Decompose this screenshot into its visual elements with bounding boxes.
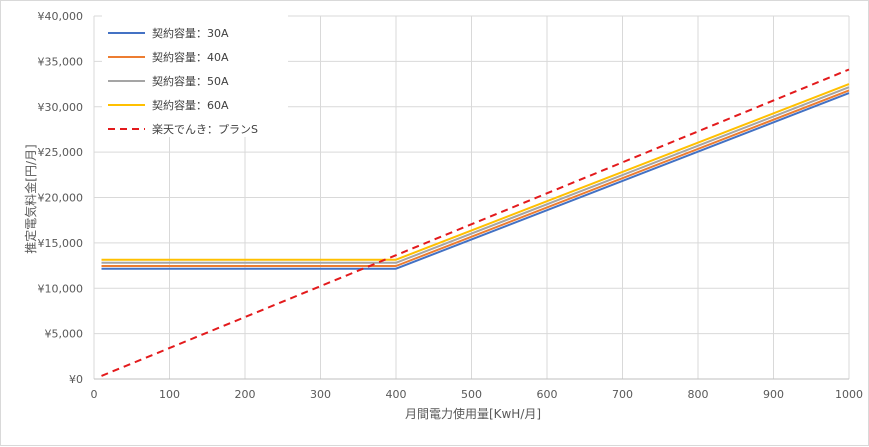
legend-background: [102, 15, 288, 137]
y-tick-label: ¥10,000: [38, 282, 84, 295]
legend: 契約容量：30A 契約容量：40A 契約容量：50A 契約容量：60A 楽天でんき：プラ…: [102, 15, 288, 137]
x-tick-label: 300: [310, 388, 331, 401]
y-axis-ticks: ¥0 ¥5,000 ¥10,000 ¥15,000 ¥20,000 ¥25,000 ¥30,…: [38, 10, 84, 386]
legend-label: 契約容量：50A: [152, 74, 229, 88]
x-tick-label: 500: [461, 388, 482, 401]
x-tick-label: 200: [235, 388, 256, 401]
x-tick-label: 1000: [835, 388, 863, 401]
series-line: [101, 83, 850, 261]
series-line: [101, 68, 850, 377]
y-tick-label: ¥35,000: [38, 55, 84, 68]
series-line: [101, 92, 850, 270]
x-tick-label: 700: [612, 388, 633, 401]
y-tick-label: ¥40,000: [38, 10, 84, 23]
y-axis-title: 推定電気料金[円/月]: [23, 144, 38, 253]
legend-label: 契約容量：60A: [152, 98, 229, 112]
y-tick-label: ¥20,000: [38, 192, 84, 205]
y-tick-label: ¥30,000: [38, 101, 84, 114]
y-tick-label: ¥0: [69, 373, 83, 386]
x-tick-label: 600: [537, 388, 558, 401]
x-tick-label: 400: [386, 388, 407, 401]
x-tick-label: 100: [159, 388, 180, 401]
x-axis-ticks: 0 100 200 300 400 500 600 700 800 900 1000: [91, 388, 864, 401]
x-tick-label: 800: [688, 388, 709, 401]
legend-label: 契約容量：30A: [152, 26, 229, 40]
series-line: [101, 86, 850, 264]
x-axis-title: 月間電力使用量[KwH/月]: [405, 406, 541, 421]
y-tick-label: ¥5,000: [45, 328, 84, 341]
x-tick-label: 0: [91, 388, 98, 401]
series-lines: [101, 68, 850, 377]
x-tick-label: 900: [763, 388, 784, 401]
legend-label: 契約容量：40A: [152, 50, 229, 64]
legend-label: 楽天でんき：プランS: [152, 123, 258, 136]
y-tick-label: ¥25,000: [38, 146, 84, 159]
y-tick-label: ¥15,000: [38, 237, 84, 250]
series-line: [101, 89, 850, 267]
